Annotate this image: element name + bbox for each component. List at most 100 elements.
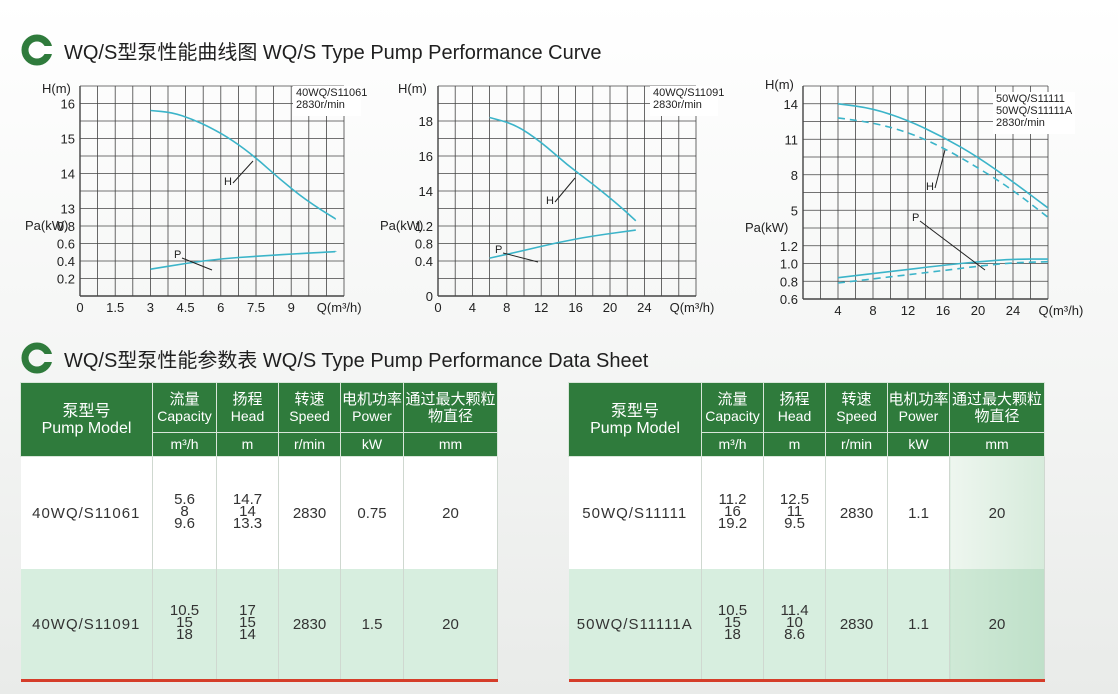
x-tick-label: 12 (534, 300, 548, 315)
unit-power: kW (887, 432, 950, 457)
table-row: 40WQ/S11091 10.5 15 18 17 15 14 2830 1.5 20 (20, 569, 498, 682)
section-title-datasheet: WQ/S型泵性能参数表 WQ/S Type Pump Performance D… (20, 338, 648, 378)
x-tick-label: 8 (869, 303, 876, 318)
h-tick-label: 14 (61, 167, 75, 182)
p-tick-label: 0 (426, 289, 433, 304)
h-callout-line (934, 149, 946, 189)
h-callout-line (554, 177, 576, 203)
unit-head: m (216, 432, 279, 457)
datasheet-right: 泵型号 Pump Model 流量 Capacity 扬程 Head 转速 Speed … (568, 382, 1045, 682)
table-row: 50WQ/S11111A 10.5 15 18 11.4 10 8.6 2830 1.1… (568, 569, 1045, 682)
legend-text: 2830r/min (996, 117, 1045, 129)
x-tick-label: 20 (603, 300, 617, 315)
h-tick-label: 14 (419, 184, 433, 199)
x-tick-label: 16 (568, 300, 582, 315)
cell-particle: 20 (949, 569, 1045, 682)
x-axis-label: Q(m³/h) (1039, 303, 1084, 318)
p-callout-label: P (912, 212, 919, 224)
p-callout-label: P (495, 244, 502, 256)
header-speed: 转速 Speed (825, 382, 888, 433)
p-axis-label: Pa(kW) (380, 218, 423, 233)
cell-power: 1.5 (340, 569, 404, 682)
x-tick-label: 12 (901, 303, 915, 318)
h-callout-line (232, 160, 254, 184)
legend-text: 2830r/min (653, 99, 702, 111)
h-tick-label: 18 (419, 114, 433, 129)
header-capacity: 流量 Capacity (701, 382, 764, 433)
h-callout-label: H (224, 176, 232, 188)
x-tick-label: 24 (637, 300, 651, 315)
cell-capacity: 10.5 15 18 (701, 569, 764, 682)
unit-particle: mm (949, 432, 1045, 457)
datasheet-left: 泵型号 Pump Model 流量 Capacity 扬程 Head 转速 Speed … (20, 382, 498, 682)
p-callout-label: P (174, 249, 181, 261)
series-line (837, 117, 1049, 218)
x-tick-label: 4 (469, 300, 476, 315)
h-axis-label: H(m) (398, 81, 427, 96)
x-tick-label: 1.5 (106, 300, 124, 315)
section-title-text: WQ/S型泵性能曲线图 WQ/S Type Pump Performance C… (64, 41, 602, 64)
series-line (837, 103, 1049, 209)
legend-text: 50WQ/S11111A (996, 105, 1073, 117)
x-tick-label: 8 (503, 300, 510, 315)
header-particle: 通过最大颗粒 物直径 (949, 382, 1045, 433)
cell-head: 17 15 14 (216, 569, 279, 682)
x-axis-label: Q(m³/h) (670, 300, 715, 315)
legend-box (993, 92, 1075, 134)
h-tick-label: 11 (785, 132, 799, 147)
table-row: 50WQ/S11111 11.2 16 19.2 12.5 11 9.5 2830 1.… (568, 456, 1045, 569)
p-tick-label: 0.2 (57, 272, 75, 287)
p-tick-label: 1.2 (780, 239, 798, 254)
p-tick-label: 1.2 (415, 219, 433, 234)
h-tick-label: 13 (61, 202, 75, 217)
section-logo-icon (20, 341, 54, 375)
cell-particle: 20 (949, 456, 1045, 569)
series-line (489, 116, 637, 222)
h-callout-label: H (926, 181, 934, 193)
table-row: 40WQ/S11061 5.6 8 9.6 14.7 14 13.3 2830 0.75… (20, 456, 498, 569)
x-tick-label: 0 (434, 300, 441, 315)
h-axis-label: H(m) (42, 81, 71, 96)
header-speed: 转速 Speed (278, 382, 341, 433)
unit-capacity: m³/h (701, 432, 764, 457)
p-tick-label: 0.6 (780, 292, 798, 307)
cell-speed: 2830 (278, 569, 341, 682)
x-tick-label: 16 (936, 303, 950, 318)
section-logo-icon (20, 33, 54, 67)
p-tick-label: 0.6 (57, 237, 75, 252)
unit-head: m (763, 432, 826, 457)
p-tick-label: 0.8 (415, 237, 433, 252)
cell-power: 1.1 (887, 569, 950, 682)
x-tick-label: 9 (288, 300, 295, 315)
x-axis-label: Q(m³/h) (317, 300, 362, 315)
cell-particle: 20 (403, 569, 498, 682)
header-model: 泵型号 Pump Model (20, 382, 153, 457)
header-particle: 通过最大颗粒 物直径 (403, 382, 498, 433)
header-capacity: 流量 Capacity (152, 382, 217, 433)
section-title-curves: WQ/S型泵性能曲线图 WQ/S Type Pump Performance C… (20, 30, 602, 70)
p-tick-label: 0.4 (57, 254, 75, 269)
x-tick-label: 0 (76, 300, 83, 315)
p-tick-label: 0.4 (415, 254, 433, 269)
cell-capacity: 10.5 15 18 (152, 569, 217, 682)
cell-head: 12.5 11 9.5 (763, 456, 826, 569)
cell-capacity: 11.2 16 19.2 (701, 456, 764, 569)
p-tick-label: 0.8 (57, 219, 75, 234)
x-tick-label: 3 (147, 300, 154, 315)
h-tick-label: 16 (419, 149, 433, 164)
p-callout-line (919, 220, 986, 271)
x-tick-label: 24 (1006, 303, 1020, 318)
cell-speed: 2830 (825, 569, 888, 682)
cell-power: 1.1 (887, 456, 950, 569)
h-axis-label: H(m) (765, 77, 794, 92)
unit-speed: r/min (278, 432, 341, 457)
unit-particle: mm (403, 432, 498, 457)
x-tick-label: 7.5 (247, 300, 265, 315)
unit-power: kW (340, 432, 404, 457)
legend-text: 40WQ/S11061 (296, 87, 367, 99)
cell-capacity: 5.6 8 9.6 (152, 456, 217, 569)
p-tick-label: 0.8 (780, 274, 798, 289)
p-tick-label: 1.0 (780, 257, 798, 272)
h-tick-label: 16 (61, 97, 75, 112)
section-title-text: WQ/S型泵性能参数表 WQ/S Type Pump Performance D… (64, 349, 649, 372)
